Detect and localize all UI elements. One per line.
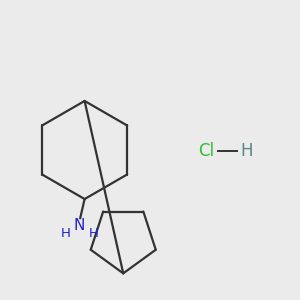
Text: H: H — [88, 227, 98, 240]
Text: Cl: Cl — [198, 142, 214, 160]
Text: N: N — [74, 218, 85, 233]
Text: H: H — [61, 227, 71, 240]
Text: H: H — [241, 142, 253, 160]
